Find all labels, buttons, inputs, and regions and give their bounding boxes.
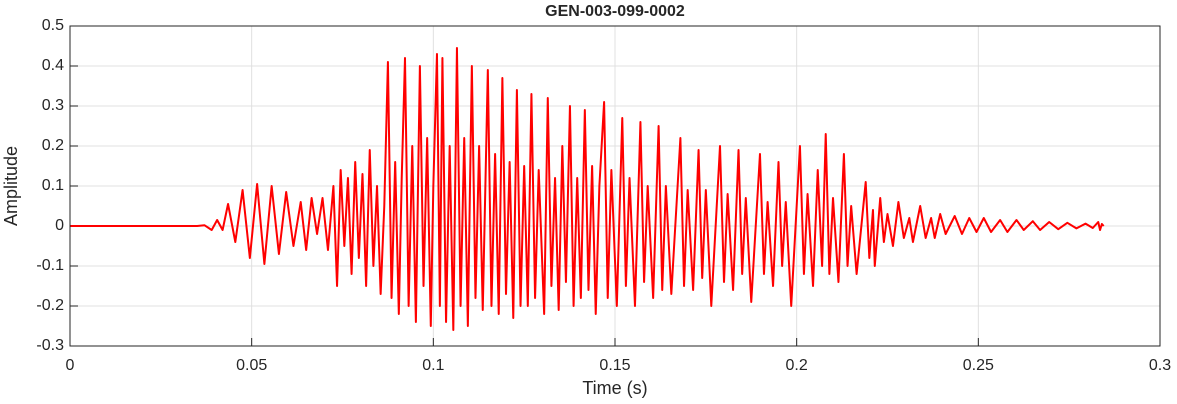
y-tick-label: 0.5 [42,17,64,34]
y-tick-label: -0.3 [36,337,64,354]
y-tick-label: 0.1 [42,177,64,194]
x-tick-label: 0 [66,357,75,374]
y-tick-label: 0.3 [42,97,64,114]
y-tick-label: 0.4 [42,57,64,74]
x-axis-label: Time (s) [582,378,647,398]
x-tick-label: 0.15 [599,357,630,374]
x-tick-label: 0.1 [422,357,444,374]
x-tick-label: 0.05 [236,357,267,374]
waveform-line [70,47,1105,331]
y-tick-label: -0.2 [36,297,64,314]
y-axis-label: Amplitude [1,146,21,226]
x-tick-label: 0.2 [786,357,808,374]
x-tick-label: 0.25 [963,357,994,374]
chart-title: GEN-003-099-0002 [545,3,685,20]
y-tick-label: -0.1 [36,257,64,274]
y-tick-label: 0 [55,217,64,234]
plot-frame [69,25,1161,347]
x-tick-label: 0.3 [1149,357,1171,374]
y-tick-label: 0.2 [42,137,64,154]
